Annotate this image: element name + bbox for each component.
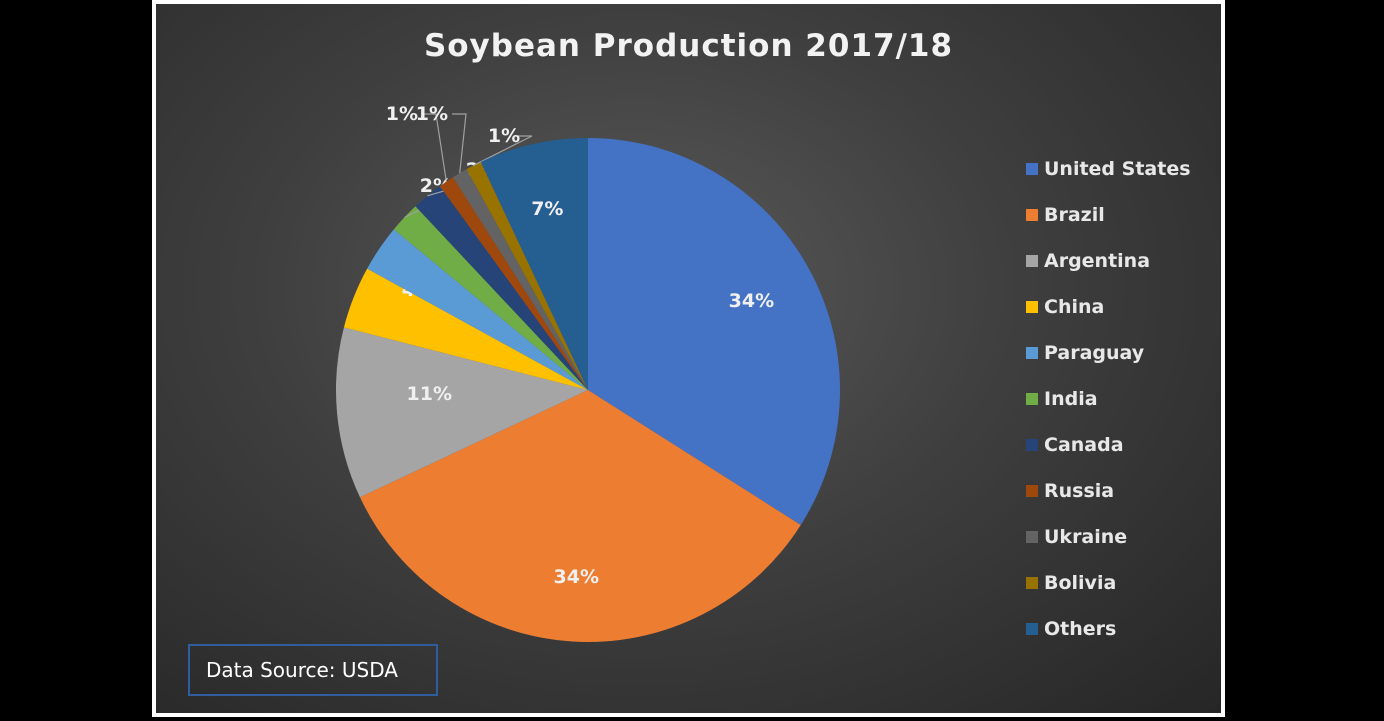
legend-label: Argentina [1044,250,1151,272]
legend-item-china: China [1026,284,1221,330]
legend-label: Paraguay [1044,342,1145,364]
legend-label: India [1044,388,1098,410]
legend-swatch [1026,531,1038,543]
data-label-ukraine: 1% [416,103,448,125]
legend-item-canada: Canada [1026,422,1221,468]
legend-swatch [1026,163,1038,175]
data-label-others: 7% [531,198,563,220]
chart-panel: Soybean Production 2017/18 34%34%11%4%3%… [156,4,1221,713]
legend-item-india: India [1026,376,1221,422]
pie-slice-ukraine [452,169,588,390]
pie-slice-russia [439,177,588,390]
pie-slice-india [393,206,588,390]
pie-slice-united-states [588,138,840,526]
data-label-brazil: 34% [554,566,599,588]
pie-slice-paraguay [367,229,588,390]
legend-label: United States [1044,158,1191,180]
chart-title: Soybean Production 2017/18 [423,28,954,64]
legend-swatch [1026,301,1038,313]
legend-item-ukraine: Ukraine [1026,514,1221,560]
legend-item-others: Others [1026,606,1221,652]
data-label-argentina: 11% [407,383,452,405]
pie-slice-canada [415,186,588,390]
legend-swatch [1026,485,1038,497]
legend-swatch [1026,439,1038,451]
leader-line-russia [422,113,447,182]
legend-label: Russia [1044,480,1115,502]
legend-swatch [1026,577,1038,589]
legend-label: China [1044,296,1105,318]
legend-swatch [1026,393,1038,405]
legend-label: Canada [1044,434,1124,456]
legend-item-russia: Russia [1026,468,1221,514]
legend-swatch [1026,347,1038,359]
legend-swatch [1026,623,1038,635]
chart-frame: Soybean Production 2017/18 34%34%11%4%3%… [152,0,1225,717]
pie-slice-china [343,268,588,390]
legend-item-paraguay: Paraguay [1026,330,1221,376]
legend-label: Brazil [1044,204,1105,226]
data-source-note: Data Source: USDA [188,644,438,696]
legend-item-united-states: United States [1026,146,1221,192]
legend-item-bolivia: Bolivia [1026,560,1221,606]
legend-item-brazil: Brazil [1026,192,1221,238]
chart-legend: United States Brazil Argentina China Paragua… [1026,146,1221,652]
pie-slice-others [480,138,588,390]
data-label-united-states: 34% [729,290,774,312]
legend-swatch [1026,255,1038,267]
pie-chart: 34%34%11%4%3%2%2%1%1%1%7% [335,103,840,643]
legend-label: Others [1044,618,1117,640]
data-label-russia: 1% [386,103,418,125]
pie-slice-bolivia [466,161,588,390]
pie-slice-argentina [335,327,588,498]
data-label-bolivia: 1% [488,125,520,147]
pie-slice-brazil [359,390,801,643]
legend-label: Bolivia [1044,572,1117,594]
legend-swatch [1026,209,1038,221]
legend-item-argentina: Argentina [1026,238,1221,284]
leader-line-bolivia [473,135,533,167]
legend-label: Ukraine [1044,526,1128,548]
leader-line-ukraine [452,113,467,174]
